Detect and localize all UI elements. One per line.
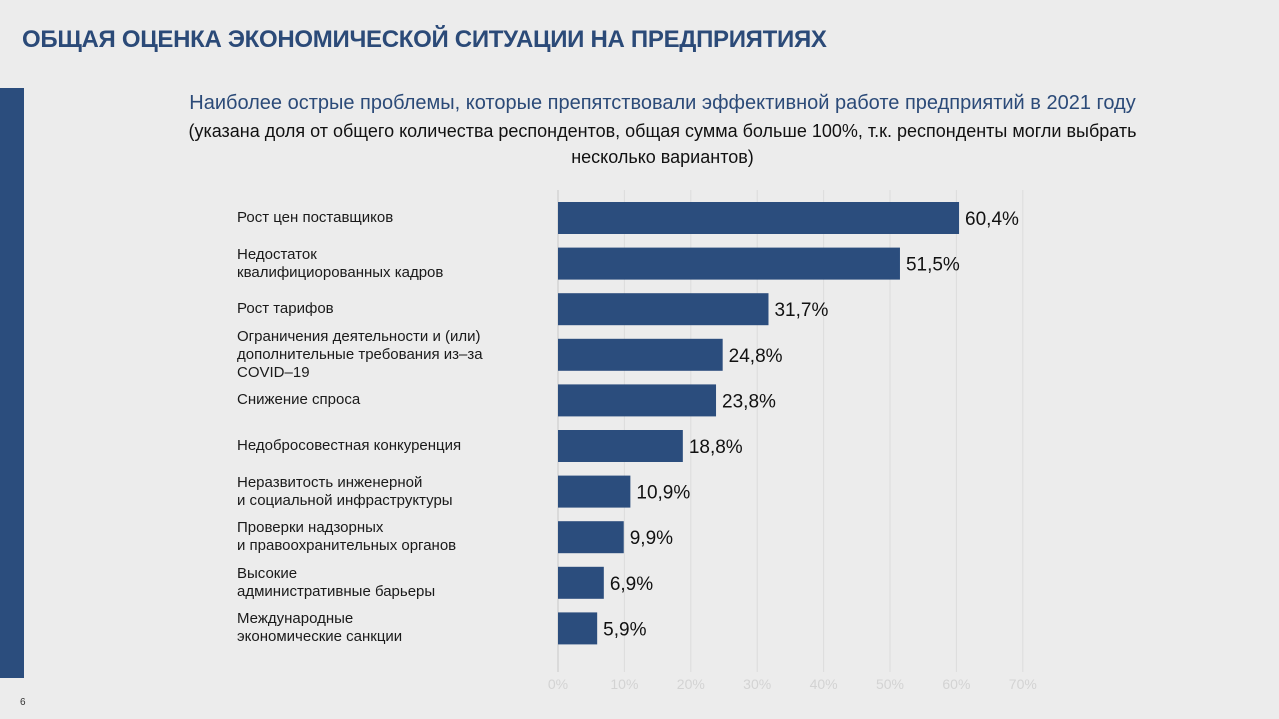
data-label: 51,5% (906, 255, 960, 276)
bar (558, 202, 960, 234)
category-label-line: Недостаток (237, 245, 317, 263)
category-label-line: экономические санкции (237, 628, 403, 646)
chart-subtitle-line: (указана доля от общего количества респо… (188, 121, 1137, 141)
x-tick-label: 40% (810, 676, 838, 692)
data-label: 5,9% (603, 619, 646, 640)
category-label-line: Ограничения деятельности и (или) (237, 327, 481, 345)
category-label: Проверки надзорных и правоохранительных о… (237, 519, 537, 555)
category-label: Высокие административные барьеры (237, 565, 537, 601)
bar (558, 338, 723, 371)
category-label: Ограничения деятельности и (или) дополнит… (237, 328, 537, 382)
category-label-line: Рост тарифов (237, 300, 334, 318)
data-label: 31,7% (774, 300, 828, 321)
accent-side-bar (0, 88, 24, 678)
data-label: 10,9% (636, 483, 690, 504)
chart-subtitle: (указана доля от общего количества респо… (120, 118, 1205, 170)
x-tick-label: 30% (743, 676, 771, 692)
category-label: Неразвитость инженерной и социальной инфр… (237, 474, 537, 510)
data-label: 60,4% (965, 209, 1019, 230)
data-label: 23,8% (722, 391, 776, 412)
bar (558, 384, 717, 417)
bar (558, 612, 598, 645)
data-label: 9,9% (630, 528, 673, 549)
chart-title-block: Наиболее острые проблемы, которые препят… (120, 90, 1205, 170)
category-label-line: и правоохранительных органов (237, 537, 457, 555)
category-label-line: Высокие (237, 564, 298, 582)
x-tick-label: 0% (548, 676, 568, 692)
x-tick-label: 70% (1009, 676, 1037, 692)
bar (558, 521, 624, 554)
category-label: Недостаток квалифициорованных кадров (237, 246, 537, 282)
category-label-line: Рост цен поставщиков (237, 209, 394, 226)
x-tick-label: 20% (677, 676, 705, 692)
category-label-line: дополнительные требования из–за (237, 345, 483, 363)
category-label-line: COVID–19 (237, 363, 310, 381)
bar (558, 247, 900, 280)
category-label: Снижение спроса (237, 391, 537, 409)
chart-title: Наиболее острые проблемы, которые препят… (189, 92, 1136, 114)
category-label-line: административные барьеры (237, 582, 436, 600)
category-label-line: квалифициорованных кадров (237, 263, 444, 281)
data-label: 18,8% (689, 437, 743, 458)
bar (558, 475, 631, 508)
x-tick-label: 60% (942, 676, 970, 692)
category-label-line: Недобросовестная конкуренция (237, 437, 462, 454)
category-label-line: Проверки надзорных (237, 519, 384, 537)
category-label: Международные экономические санкции (237, 610, 537, 646)
page-number: 6 (20, 697, 26, 708)
bar (558, 430, 683, 462)
category-label: Рост тарифов (237, 300, 537, 318)
chart-subtitle-line: несколько вариантов) (571, 147, 754, 167)
category-label-line: и социальной инфраструктуры (237, 491, 453, 509)
data-label: 6,9% (610, 574, 653, 595)
category-label-line: Снижение спроса (237, 391, 361, 409)
category-label-line: Международные (237, 610, 354, 628)
data-label: 24,8% (729, 346, 783, 367)
category-label: Рост цен поставщиков (237, 209, 537, 227)
bar (558, 566, 604, 599)
category-label: Недобросовестная конкуренция (237, 437, 537, 455)
category-label-line: Неразвитость инженерной (237, 473, 423, 491)
bar (558, 293, 769, 326)
x-tick-label: 50% (876, 676, 904, 692)
page-title: ОБЩАЯ ОЦЕНКА ЭКОНОМИЧЕСКОЙ СИТУАЦИИ НА П… (22, 26, 827, 53)
x-tick-label: 10% (610, 676, 638, 692)
